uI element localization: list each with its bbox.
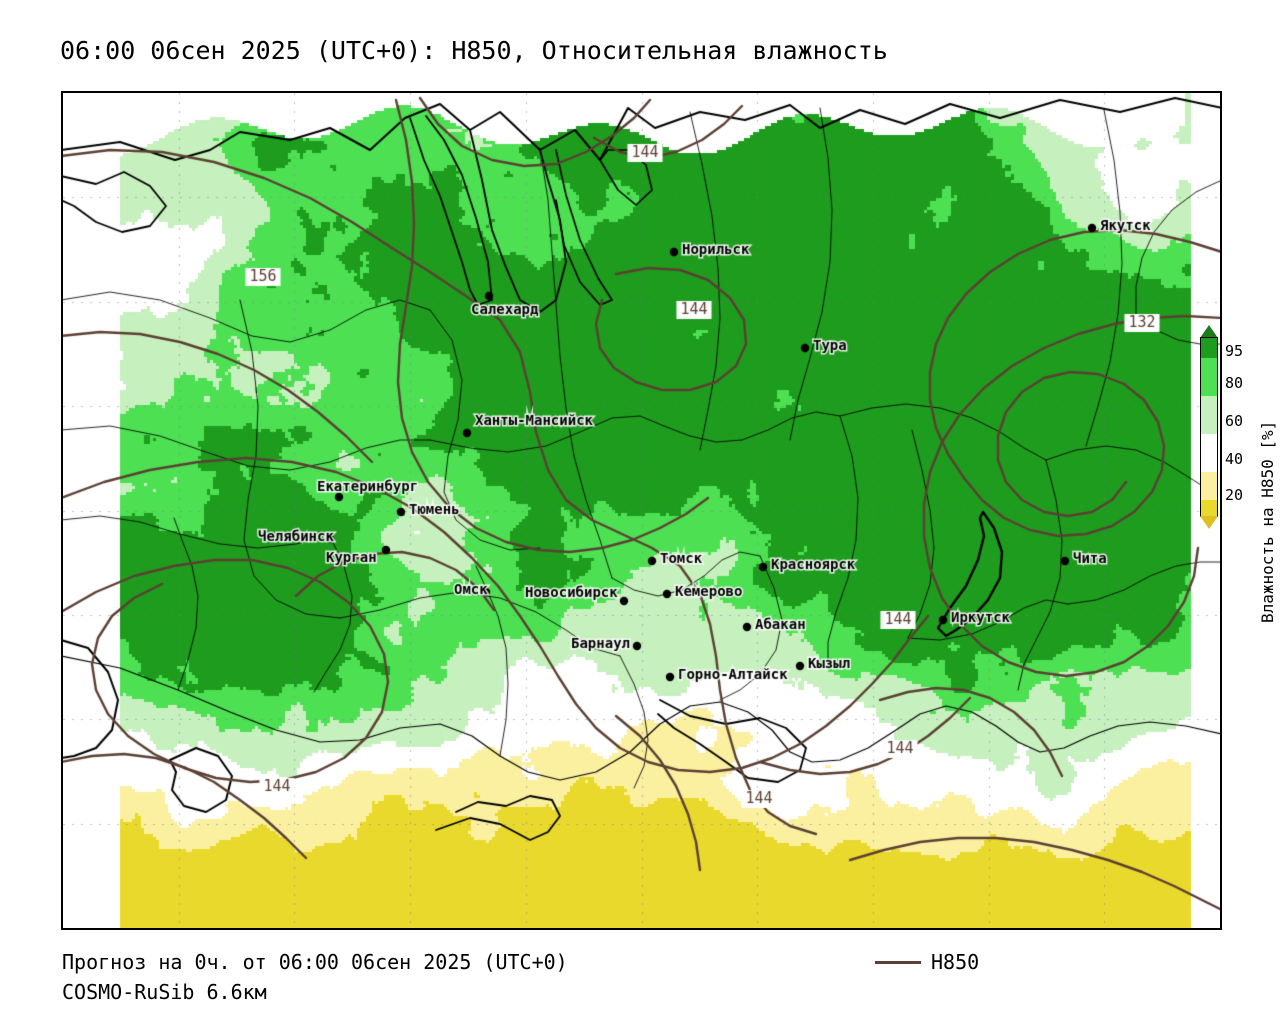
colorbar-tick-20: 20 (1225, 486, 1244, 504)
colorbar-tick-40: 40 (1225, 450, 1244, 468)
map-frame (61, 91, 1222, 930)
colorbar-bottom-arrow (1200, 516, 1218, 529)
colorbar-band-95 (1201, 358, 1217, 396)
colorbar-tick-80: 80 (1225, 374, 1244, 392)
colorbar-band-100 (1201, 338, 1217, 358)
colorbar-axis-label-text: Влажность на H850 [%] (1258, 420, 1277, 623)
humidity-map-canvas (63, 93, 1220, 928)
page-title: 06:00 06сен 2025 (UTC+0): H850, Относите… (60, 36, 888, 65)
colorbar-top-arrow (1200, 325, 1218, 338)
colorbar-axis-label: Влажность на H850 [%] (1236, 345, 1277, 625)
colorbar-tick-labels: 95 80 60 40 20 (1222, 330, 1262, 530)
colorbar-tick-95: 95 (1225, 342, 1244, 360)
h850-legend-label: H850 (931, 950, 980, 974)
contour-legend: H850 (875, 950, 979, 974)
colorbar-band-60 (1201, 434, 1217, 472)
model-info-line: COSMO-RuSib 6.6км (62, 980, 267, 1004)
h850-line-swatch (875, 960, 921, 964)
colorbar-band-20 (1201, 500, 1217, 516)
colorbar-band-40 (1201, 472, 1217, 500)
colorbar (1200, 337, 1218, 517)
colorbar-band-80 (1201, 396, 1217, 434)
forecast-info-line: Прогноз на 0ч. от 06:00 06сен 2025 (UTC+… (62, 950, 568, 974)
colorbar-tick-60: 60 (1225, 412, 1244, 430)
